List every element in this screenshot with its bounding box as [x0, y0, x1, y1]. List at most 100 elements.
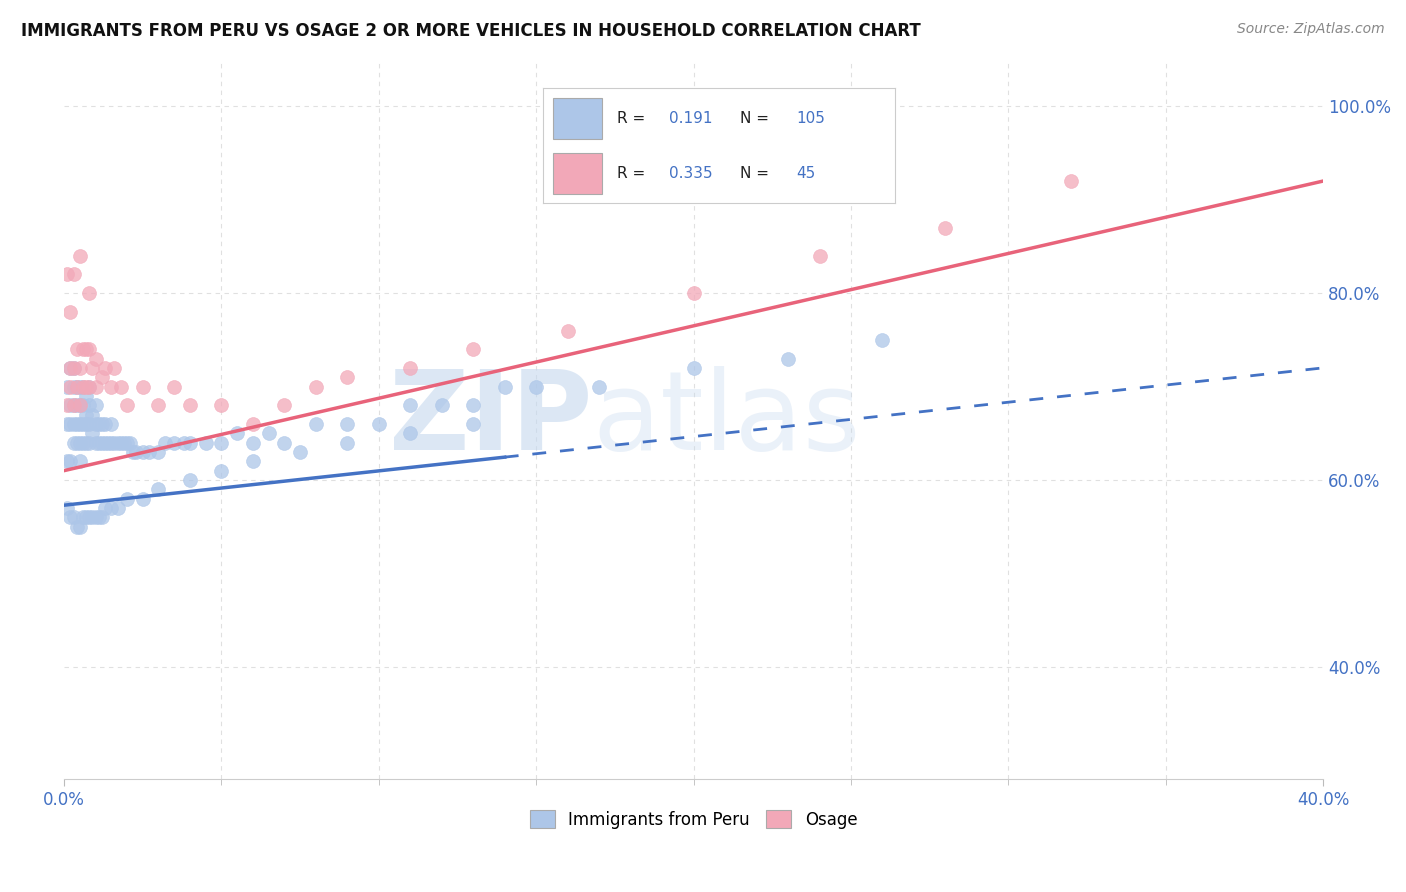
- Point: [87, 510, 110, 524]
- Point: [66, 417, 89, 431]
- Point: [84, 351, 107, 366]
- Point: [524, 379, 547, 393]
- Point: [69, 519, 91, 533]
- Point: [84, 417, 107, 431]
- Point: [110, 435, 132, 450]
- Point: [66, 519, 89, 533]
- Point: [682, 360, 704, 375]
- Point: [75, 389, 97, 403]
- Point: [125, 445, 148, 459]
- Point: [69, 398, 91, 412]
- Point: [209, 464, 232, 478]
- Legend: Immigrants from Peru, Osage: Immigrants from Peru, Osage: [523, 804, 865, 835]
- Point: [305, 417, 328, 431]
- Point: [66, 342, 89, 356]
- Point: [112, 435, 135, 450]
- Point: [59, 398, 82, 412]
- Point: [77, 379, 100, 393]
- Point: [808, 249, 831, 263]
- Point: [75, 408, 97, 422]
- Point: [72, 417, 94, 431]
- Point: [273, 398, 295, 412]
- Point: [62, 379, 84, 393]
- Point: [77, 510, 100, 524]
- Point: [77, 379, 100, 393]
- Point: [557, 324, 579, 338]
- Point: [56, 268, 79, 282]
- Point: [56, 398, 79, 412]
- Point: [75, 510, 97, 524]
- Point: [209, 435, 232, 450]
- Point: [100, 501, 122, 516]
- Point: [115, 491, 138, 506]
- Point: [62, 360, 84, 375]
- Text: Source: ZipAtlas.com: Source: ZipAtlas.com: [1237, 22, 1385, 37]
- Point: [90, 435, 112, 450]
- Point: [69, 398, 91, 412]
- Point: [132, 379, 155, 393]
- Point: [69, 435, 91, 450]
- Point: [115, 398, 138, 412]
- Point: [62, 360, 84, 375]
- Point: [72, 435, 94, 450]
- Point: [132, 445, 155, 459]
- Point: [138, 445, 160, 459]
- Point: [62, 268, 84, 282]
- Point: [75, 342, 97, 356]
- Point: [94, 417, 117, 431]
- Point: [194, 435, 217, 450]
- Point: [82, 408, 104, 422]
- Point: [148, 445, 170, 459]
- Point: [100, 435, 122, 450]
- Point: [273, 435, 295, 450]
- Point: [122, 445, 145, 459]
- Point: [257, 426, 280, 441]
- Point: [103, 435, 125, 450]
- Point: [66, 398, 89, 412]
- Point: [148, 483, 170, 497]
- Point: [94, 360, 117, 375]
- Point: [77, 417, 100, 431]
- Point: [90, 370, 112, 384]
- Point: [59, 510, 82, 524]
- Point: [66, 435, 89, 450]
- Point: [242, 454, 264, 468]
- Point: [82, 426, 104, 441]
- Point: [56, 454, 79, 468]
- Point: [62, 417, 84, 431]
- Point: [77, 286, 100, 301]
- Point: [56, 417, 79, 431]
- Point: [90, 510, 112, 524]
- Point: [77, 342, 100, 356]
- Point: [62, 398, 84, 412]
- Point: [107, 435, 129, 450]
- Point: [72, 379, 94, 393]
- Point: [100, 417, 122, 431]
- Point: [84, 398, 107, 412]
- Text: ZIP: ZIP: [389, 366, 593, 473]
- Point: [242, 435, 264, 450]
- Point: [336, 435, 359, 450]
- Point: [75, 435, 97, 450]
- Point: [62, 510, 84, 524]
- Point: [463, 398, 485, 412]
- Point: [115, 435, 138, 450]
- Point: [153, 435, 176, 450]
- Point: [77, 398, 100, 412]
- Point: [84, 435, 107, 450]
- Point: [100, 379, 122, 393]
- Point: [494, 379, 516, 393]
- Point: [77, 435, 100, 450]
- Point: [56, 379, 79, 393]
- Point: [62, 398, 84, 412]
- Point: [59, 360, 82, 375]
- Point: [72, 398, 94, 412]
- Point: [336, 370, 359, 384]
- Point: [90, 417, 112, 431]
- Point: [163, 435, 186, 450]
- Point: [103, 360, 125, 375]
- Point: [59, 360, 82, 375]
- Point: [209, 398, 232, 412]
- Point: [82, 360, 104, 375]
- Point: [179, 435, 201, 450]
